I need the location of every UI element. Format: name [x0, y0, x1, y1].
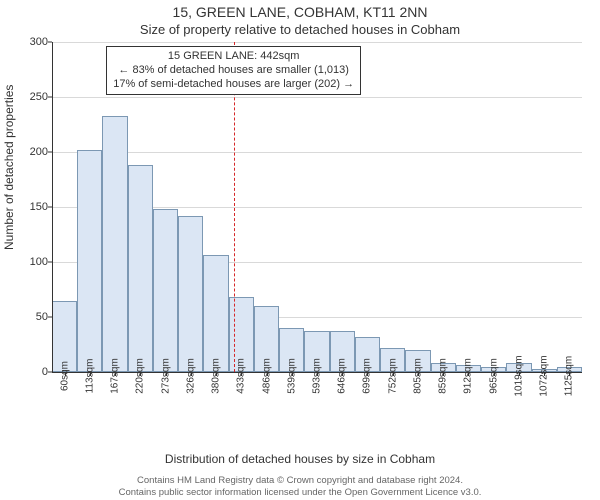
ytick-label: 300 — [30, 36, 48, 48]
xtick-label: 486sqm — [261, 358, 272, 394]
y-axis-label: Number of detached properties — [2, 85, 16, 250]
footer-line-2: Contains public sector information licen… — [0, 487, 600, 498]
xtick-label: 859sqm — [438, 358, 449, 394]
xtick-label: 539sqm — [286, 358, 297, 394]
xtick-label: 1125sqm — [564, 356, 575, 396]
xtick-label: 220sqm — [135, 358, 146, 394]
xtick-label: 752sqm — [387, 358, 398, 394]
xtick-label: 805sqm — [412, 358, 423, 394]
xtick-label: 273sqm — [160, 358, 171, 394]
ytick-label: 50 — [36, 311, 48, 323]
xtick-label: 113sqm — [84, 359, 95, 394]
xtick-label: 433sqm — [236, 358, 247, 394]
bar — [153, 209, 178, 372]
bar — [128, 165, 153, 372]
xtick-label: 167sqm — [110, 358, 121, 394]
ytick-label: 200 — [30, 146, 48, 158]
xtick-label: 326sqm — [185, 358, 196, 394]
bar — [203, 255, 228, 372]
xtick-label: 699sqm — [362, 358, 373, 394]
x-axis-label: Distribution of detached houses by size … — [0, 452, 600, 466]
annotation-line-3: 17% of semi-detached houses are larger (… — [113, 78, 354, 92]
plot-area: 05010015020025030060sqm113sqm167sqm220sq… — [52, 42, 582, 372]
ytick-label: 100 — [30, 256, 48, 268]
ytick-label: 150 — [30, 201, 48, 213]
xtick-label: 60sqm — [59, 361, 70, 391]
x-axis-line — [52, 372, 582, 373]
annotation-line-2: ← 83% of detached houses are smaller (1,… — [113, 64, 354, 78]
chart-container: 15, GREEN LANE, COBHAM, KT11 2NN Size of… — [0, 0, 600, 500]
bar — [178, 216, 203, 372]
bar — [102, 116, 127, 372]
ytick-label: 0 — [42, 366, 48, 378]
xtick-label: 965sqm — [488, 358, 499, 394]
xtick-label: 1019sqm — [513, 355, 524, 396]
annotation-line-1: 15 GREEN LANE: 442sqm — [113, 50, 354, 64]
bar — [77, 150, 102, 372]
xtick-label: 646sqm — [337, 358, 348, 394]
xtick-label: 1072sqm — [539, 355, 550, 396]
chart-title: 15, GREEN LANE, COBHAM, KT11 2NN — [0, 4, 600, 20]
annotation-box: 15 GREEN LANE: 442sqm← 83% of detached h… — [106, 46, 361, 95]
xtick-label: 380sqm — [211, 358, 222, 394]
y-axis-line — [52, 42, 53, 372]
footer-attribution: Contains HM Land Registry data © Crown c… — [0, 475, 600, 498]
xtick-label: 593sqm — [312, 358, 323, 394]
ytick-label: 250 — [30, 91, 48, 103]
xtick-label: 912sqm — [463, 358, 474, 394]
chart-subtitle: Size of property relative to detached ho… — [0, 22, 600, 37]
footer-line-1: Contains HM Land Registry data © Crown c… — [0, 475, 600, 486]
